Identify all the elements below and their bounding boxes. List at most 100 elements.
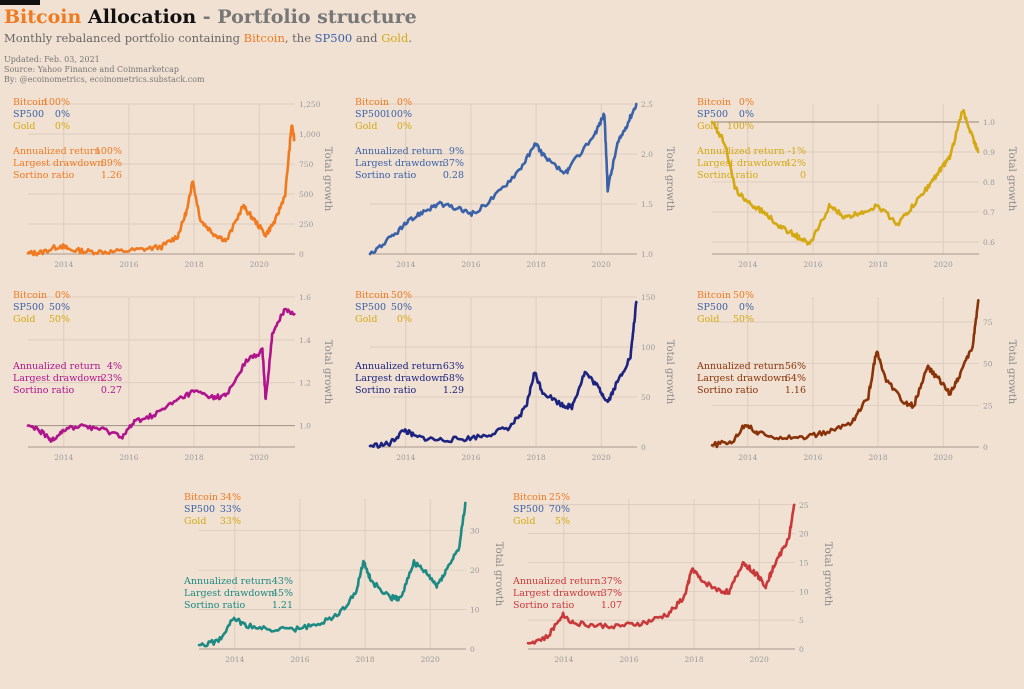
stat-value: 0.28 — [443, 170, 464, 181]
series-line — [26, 124, 296, 257]
y-tick-label: 150 — [641, 293, 656, 302]
y-tick-label: 15 — [799, 558, 809, 567]
alloc-value: 50% — [391, 302, 412, 313]
alloc-value: 0% — [55, 121, 70, 132]
stat-value: 64% — [785, 373, 806, 384]
x-tick-label: 2014 — [54, 260, 73, 269]
y-tick-label: 20 — [799, 530, 809, 539]
alloc-label: Bitcoin — [697, 290, 731, 301]
stat-label: Sortino ratio — [697, 170, 759, 181]
alloc-label: Gold — [513, 516, 535, 527]
stat-label: Largest drawdown — [513, 588, 603, 599]
subtitle-gold: Gold — [381, 31, 409, 45]
y-tick-label: 10 — [470, 606, 480, 615]
y-tick-label: 20 — [470, 566, 480, 575]
stat-label: Annualized return — [354, 146, 442, 157]
y-tick-label: 0 — [983, 443, 988, 452]
y-axis-label: Total growth — [1006, 340, 1017, 405]
y-tick-label: 750 — [299, 160, 314, 169]
y-tick-label: 25 — [799, 501, 809, 510]
stat-value: 37% — [443, 158, 464, 169]
title-rest: Portfolio structure — [217, 6, 417, 28]
y-tick-label: 5 — [799, 616, 804, 625]
x-tick-label: 2018 — [685, 655, 704, 664]
x-tick-label: 2016 — [119, 260, 138, 269]
x-tick-label: 2020 — [250, 453, 269, 462]
alloc-value: 50% — [733, 314, 754, 325]
alloc-value: 25% — [549, 492, 570, 503]
x-tick-label: 2018 — [185, 453, 204, 462]
stat-value: -1% — [788, 146, 806, 157]
stat-label: Largest drawdown — [355, 158, 445, 169]
y-axis-label: Total growth — [822, 542, 833, 607]
x-tick-label: 2020 — [421, 655, 440, 664]
x-tick-label: 2018 — [869, 260, 888, 269]
stat-label: Largest drawdown — [184, 588, 274, 599]
x-tick-label: 2018 — [527, 260, 546, 269]
subtitle-end: . — [408, 31, 412, 45]
x-tick-label: 2014 — [54, 453, 73, 462]
x-tick-label: 2020 — [750, 655, 769, 664]
page-subtitle: Monthly rebalanced portfolio containing … — [4, 31, 412, 45]
page-title: Bitcoin Allocation - Portfolio structure — [4, 6, 417, 28]
subtitle-mid2: and — [355, 31, 378, 45]
y-tick-label: 250 — [299, 220, 314, 229]
y-tick-label: 0 — [641, 443, 646, 452]
alloc-value: 33% — [220, 504, 241, 515]
alloc-value: 0% — [397, 314, 412, 325]
x-tick-label: 2016 — [803, 260, 822, 269]
y-axis-label: Total growth — [1006, 147, 1017, 212]
x-tick-label: 2018 — [527, 453, 546, 462]
stat-label: Annualized return — [512, 576, 600, 587]
x-tick-label: 2014 — [225, 655, 244, 664]
y-axis-label: Total growth — [322, 147, 333, 212]
stat-value: 1.21 — [272, 600, 293, 611]
series-line — [710, 299, 980, 449]
x-tick-label: 2016 — [290, 655, 309, 664]
stat-label: Sortino ratio — [513, 600, 575, 611]
chart-sp500-100: 2014 2016 2018 2020 1.0 1.5 2.0 2.5 Total growth… — [354, 97, 675, 269]
alloc-label: Gold — [13, 121, 35, 132]
alloc-label: Bitcoin — [513, 492, 547, 503]
x-tick-label: 2018 — [185, 260, 204, 269]
source-note: Source: Yahoo Finance and Coinmarketcap — [4, 65, 180, 74]
stat-label: Annualized return — [696, 361, 784, 372]
alloc-label: Bitcoin — [697, 97, 731, 108]
alloc-value: 0% — [55, 109, 70, 120]
y-tick-label: 0.8 — [983, 178, 995, 187]
stat-label: Annualized return — [183, 576, 271, 587]
y-tick-label: 50 — [641, 393, 651, 402]
x-tick-label: 2020 — [592, 453, 611, 462]
alloc-label: SP500 — [355, 109, 386, 120]
alloc-value: 100% — [385, 109, 412, 120]
y-tick-label: 100 — [641, 343, 656, 352]
stat-label: Annualized return — [12, 361, 100, 372]
alloc-value: 0% — [739, 302, 754, 313]
stat-value: 100% — [95, 146, 122, 157]
alloc-label: Gold — [355, 121, 377, 132]
stat-value: 42% — [785, 158, 806, 169]
alloc-label: SP500 — [697, 302, 728, 313]
y-tick-label: 75 — [983, 318, 993, 327]
alloc-label: Gold — [697, 314, 719, 325]
x-tick-label: 2020 — [250, 260, 269, 269]
stat-value: 37% — [601, 576, 622, 587]
alloc-value: 0% — [739, 109, 754, 120]
alloc-label: Bitcoin — [355, 290, 389, 301]
stat-label: Sortino ratio — [355, 170, 417, 181]
alloc-label: Bitcoin — [355, 97, 389, 108]
y-tick-label: 1.4 — [299, 336, 311, 345]
y-tick-label: 25 — [983, 401, 993, 410]
y-tick-label: 0.7 — [983, 208, 995, 217]
alloc-value: 100% — [727, 121, 754, 132]
alloc-value: 70% — [549, 504, 570, 515]
x-tick-label: 2016 — [619, 655, 638, 664]
title-allocation: Allocation — [87, 6, 197, 28]
alloc-value: 33% — [220, 516, 241, 527]
alloc-label: SP500 — [513, 504, 544, 515]
y-tick-label: 50 — [983, 360, 993, 369]
alloc-value: 34% — [220, 492, 241, 503]
series-line — [710, 108, 980, 246]
byline: By: @ecoinometrics, ecoinometrics.substa… — [4, 75, 205, 84]
stat-value: 43% — [272, 576, 293, 587]
